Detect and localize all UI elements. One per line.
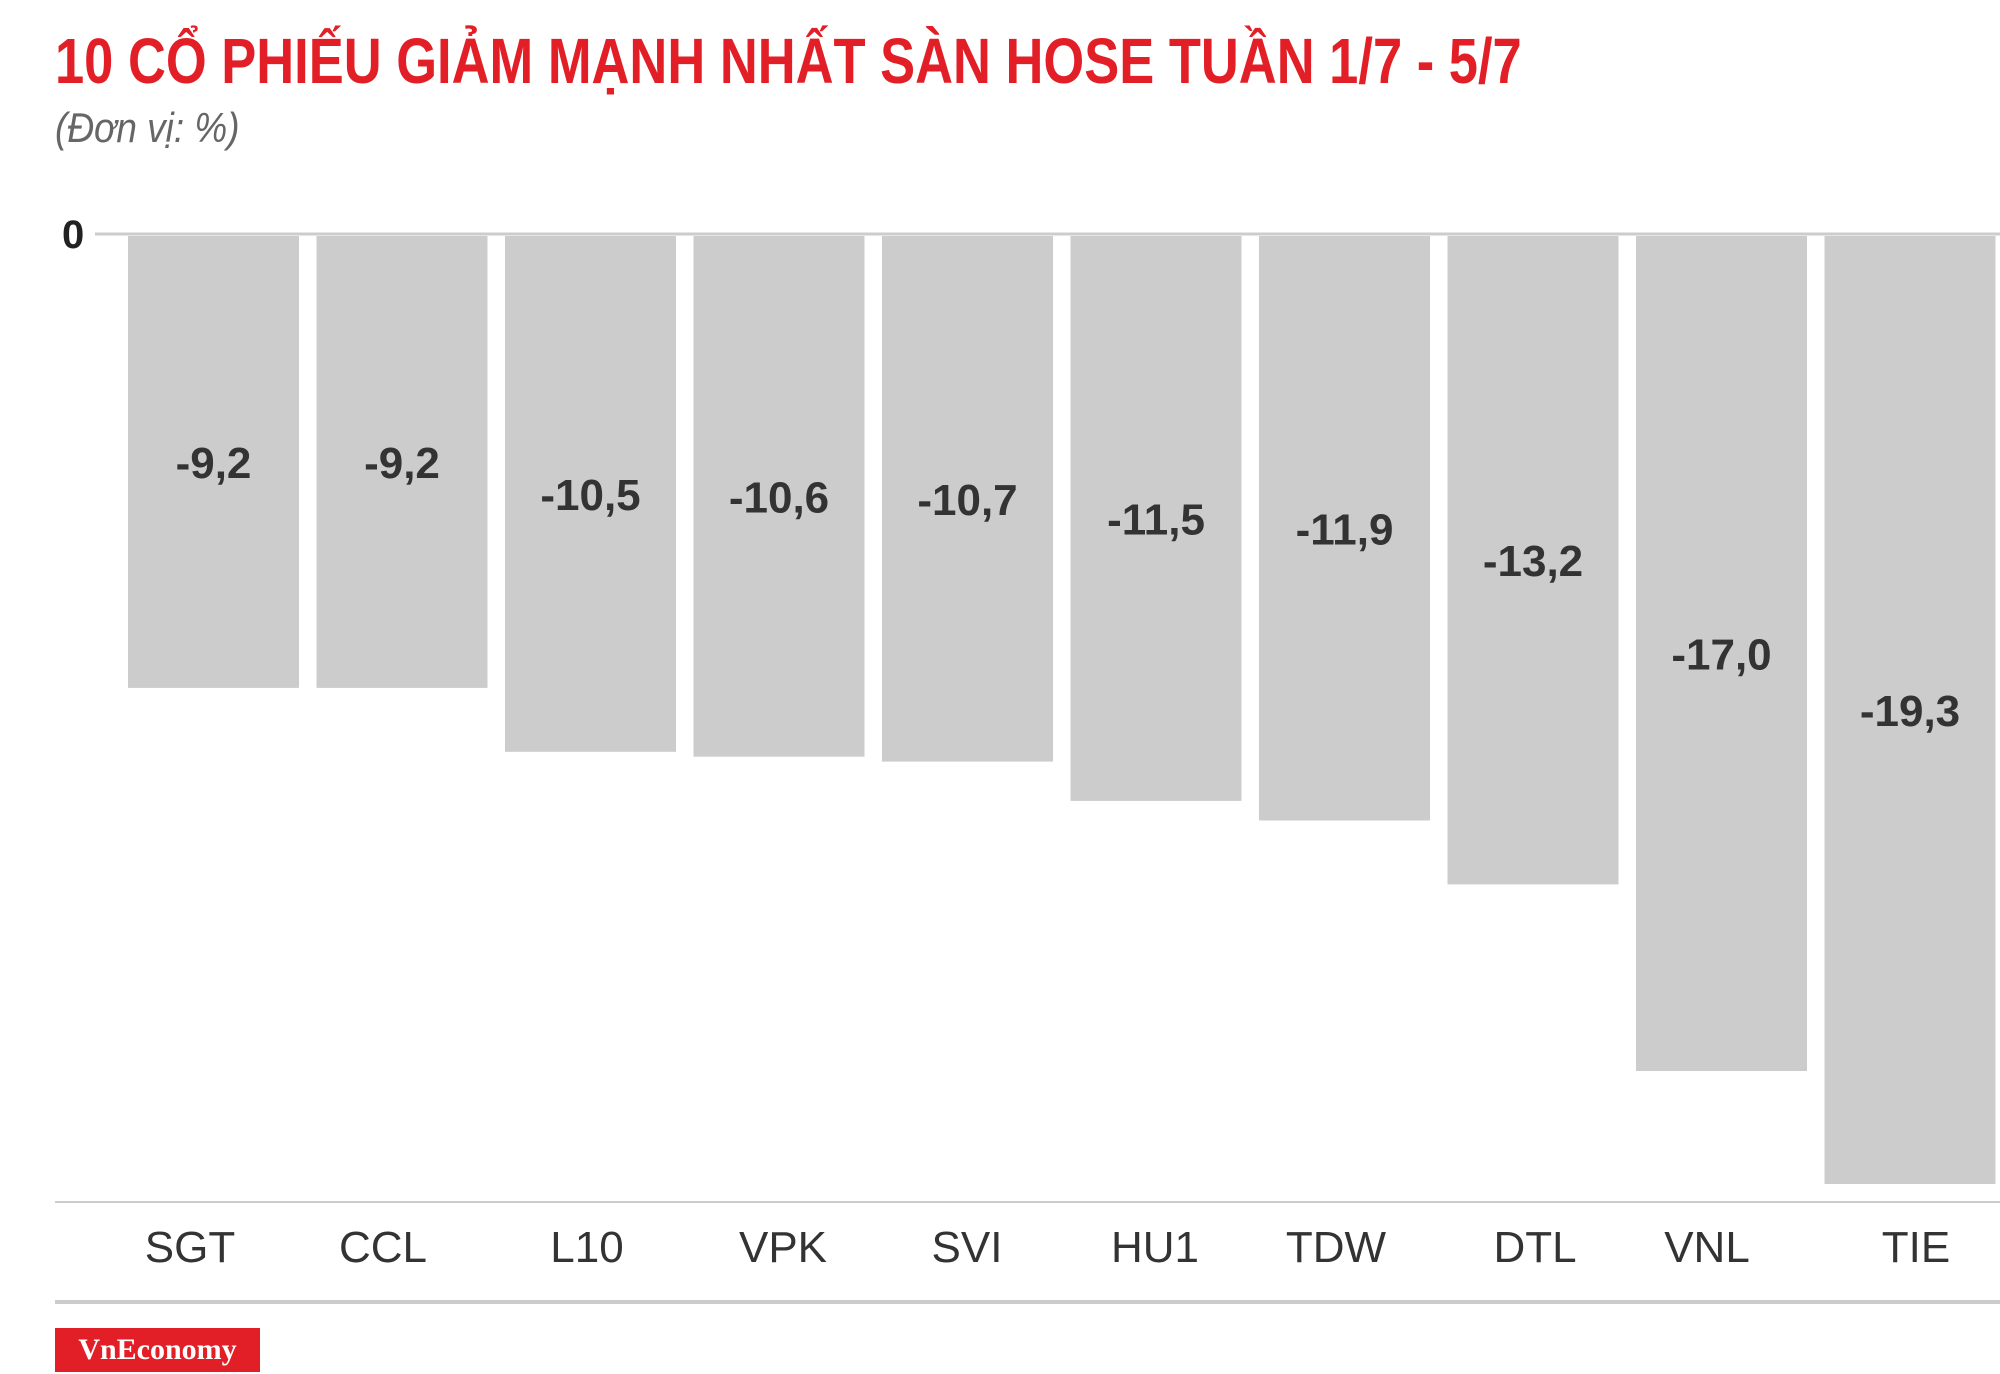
value-label-hu1: -11,5 [1107,495,1205,544]
value-label-tie: -19,3 [1860,687,1960,736]
value-label-l10: -10,5 [540,471,640,520]
category-labels-group: SGT CCL L10 VPK SVI HU1 TDW DTL VNL TIE [145,1223,1950,1272]
bar-ccl [316,236,488,688]
bar-tie [1824,236,1996,1184]
category-label-vnl: VNL [1664,1223,1750,1272]
category-label-dtl: DTL [1493,1223,1576,1272]
category-label-vpk: VPK [739,1223,827,1272]
bar-l10 [505,236,676,752]
value-label-ccl: -9,2 [364,439,440,488]
category-label-svi: SVI [932,1223,1003,1272]
value-label-dtl: -13,2 [1483,537,1583,586]
bar-vpk [693,236,865,757]
unit-label: (Đơn vị: %) [55,104,240,151]
value-label-svi: -10,7 [917,476,1017,525]
bar-sgt [128,236,299,688]
category-label-l10: L10 [550,1223,623,1272]
category-label-tdw: TDW [1286,1223,1387,1272]
bar-dtl [1447,236,1619,885]
bar-hu1 [1070,236,1242,801]
bars-group: -9,2 -9,2 -10,5 -10,6 -10,7 -11,5 -11,9 -13,2 -1… [128,236,1996,1184]
bar-vnl [1636,236,1807,1071]
value-label-sgt: -9,2 [176,439,252,488]
value-label-vnl: -17,0 [1671,631,1771,680]
chart-title: 10 CỔ PHIẾU GIẢM MẠNH NHẤT SÀN HOSE TUẦN… [55,25,1522,97]
value-label-tdw: -11,9 [1296,505,1394,554]
bar-tdw [1259,236,1430,821]
category-label-sgt: SGT [145,1223,235,1272]
bar-svi [882,236,1053,762]
value-label-vpk: -10,6 [729,473,829,522]
category-label-tie: TIE [1882,1223,1950,1272]
category-label-ccl: CCL [339,1223,427,1272]
vneconomy-logo: VnEconomy [55,1328,260,1372]
zero-tick-label: 0 [62,213,84,257]
category-label-hu1: HU1 [1111,1223,1199,1272]
